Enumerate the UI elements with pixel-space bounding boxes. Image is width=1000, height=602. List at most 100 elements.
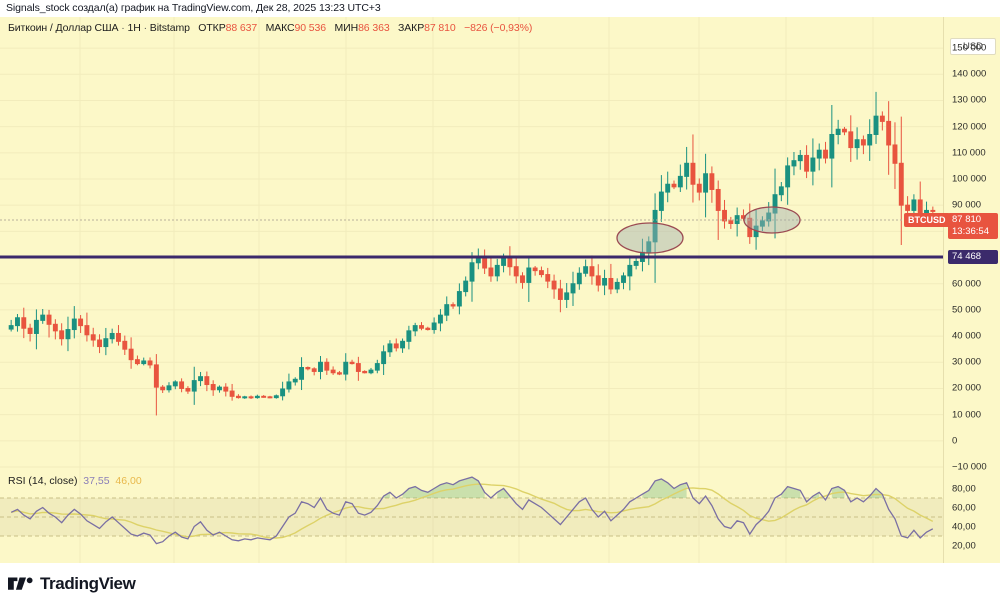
candle-body xyxy=(406,330,412,342)
candlestick-series[interactable] xyxy=(8,91,936,416)
candle-body xyxy=(854,139,860,149)
candle-body xyxy=(696,183,702,193)
ellipse-support-zone-1[interactable] xyxy=(616,222,684,254)
candle-body xyxy=(336,372,342,375)
candle-body xyxy=(134,359,140,365)
candle-body xyxy=(153,364,159,388)
candle-body xyxy=(823,149,828,159)
candle-body xyxy=(147,360,153,366)
candle-body xyxy=(393,343,399,349)
candle-body xyxy=(412,325,418,332)
rsi-line xyxy=(10,476,934,545)
candle-body xyxy=(40,314,46,321)
legend-open-label: ОТКР xyxy=(198,22,226,34)
price-level-badge[interactable]: 74 468 xyxy=(948,250,998,264)
rsi-title[interactable]: RSI (14, close) xyxy=(8,475,78,487)
candle-body xyxy=(311,368,317,372)
candle-body xyxy=(286,381,292,390)
candle-body xyxy=(330,369,336,374)
rsi-legend[interactable]: RSI (14, close) 37,55 46,00 xyxy=(8,475,142,487)
candle-body xyxy=(892,144,898,164)
candle-body xyxy=(27,327,33,334)
last-price-badge[interactable]: 87 810 13:36:54 xyxy=(948,213,998,239)
rsi-overbought-area xyxy=(402,477,485,498)
candle-body xyxy=(665,183,671,193)
candle-body xyxy=(494,264,500,277)
candle-body xyxy=(602,277,608,286)
candle-body xyxy=(172,381,178,387)
price-tick-2: 130 000 xyxy=(952,94,987,106)
candle-body xyxy=(507,257,513,268)
candle-body xyxy=(526,267,532,283)
candle-body xyxy=(879,115,885,122)
price-chart-svg[interactable] xyxy=(0,17,944,563)
candle-body xyxy=(305,367,311,370)
candle-body xyxy=(97,339,102,348)
candle-body xyxy=(33,319,39,334)
candle-body xyxy=(463,280,469,293)
candle-body xyxy=(280,388,286,397)
candle-body xyxy=(59,330,65,340)
rsi-band-lines xyxy=(0,497,944,537)
rsi-tick-3: 20,00 xyxy=(952,540,976,551)
candle-body xyxy=(608,277,614,290)
candle-body xyxy=(166,385,172,391)
candle-body xyxy=(419,325,424,329)
candle-body xyxy=(381,351,387,365)
candle-body xyxy=(46,314,52,325)
attribution-text: Signals_stock создал(а) график на Tradin… xyxy=(6,2,381,14)
price-tick-11: 40 000 xyxy=(952,330,982,342)
legend-symbol[interactable]: Биткоин / Доллар США xyxy=(8,22,119,34)
symbol-flag-badge[interactable]: BTCUSD xyxy=(904,213,950,227)
price-tick-14: 10 000 xyxy=(952,409,982,421)
candle-body xyxy=(400,340,406,349)
price-tick-1: 140 000 xyxy=(952,68,987,80)
candle-body xyxy=(324,361,330,371)
last-price-time: 13:36:54 xyxy=(952,226,989,237)
rsi-tick-2: 40,00 xyxy=(952,521,976,532)
candle-body xyxy=(797,154,803,162)
legend-separator-2: · xyxy=(143,22,148,34)
legend-high-value: 90 536 xyxy=(294,22,327,34)
candle-body xyxy=(564,292,570,300)
candle-body xyxy=(229,390,235,397)
price-tick-12: 30 000 xyxy=(952,356,982,368)
candle-body xyxy=(873,115,879,135)
chart-canvas[interactable]: Биткоин / Доллар США · 1H · Bitstamp ОТК… xyxy=(0,17,1000,563)
candle-body xyxy=(576,272,582,285)
candle-body xyxy=(671,183,677,188)
candle-body xyxy=(804,154,810,172)
candle-body xyxy=(501,257,507,266)
rsi-tick-1: 60,00 xyxy=(952,502,976,513)
candle-body xyxy=(387,343,393,353)
footer-bar: TradingView xyxy=(0,566,1000,602)
candle-body xyxy=(860,139,866,146)
legend-low-label: МИН xyxy=(334,22,359,34)
chart-legend[interactable]: Биткоин / Доллар США · 1H · Bitstamp ОТК… xyxy=(8,22,532,34)
rsi-value: 37,55 xyxy=(83,475,110,487)
candle-body xyxy=(179,381,185,389)
candle-body xyxy=(431,322,437,331)
ellipse-support-zone-2[interactable] xyxy=(743,206,801,234)
candle-body xyxy=(84,325,90,336)
candle-body xyxy=(456,291,462,307)
candle-body xyxy=(261,395,267,398)
candle-body xyxy=(905,204,911,211)
candle-body xyxy=(425,327,431,331)
candle-body xyxy=(368,369,374,374)
candle-body xyxy=(343,361,349,375)
candle-body xyxy=(273,395,279,399)
candle-body xyxy=(488,267,494,277)
price-tick-5: 100 000 xyxy=(952,173,987,185)
legend-exchange[interactable]: Bitstamp xyxy=(149,22,190,34)
candle-body xyxy=(898,162,904,206)
price-scale[interactable]: USD 150 000 140 000 130 000 120 000 110 000 1… xyxy=(943,17,1000,563)
candle-body xyxy=(709,173,715,190)
currency-badge[interactable]: USD xyxy=(950,38,996,55)
legend-interval[interactable]: 1H xyxy=(127,22,141,34)
candle-body xyxy=(583,266,589,274)
price-tick-9: 60 000 xyxy=(952,278,982,290)
candle-body xyxy=(299,367,305,380)
candle-body xyxy=(684,162,690,177)
candle-body xyxy=(444,304,450,316)
